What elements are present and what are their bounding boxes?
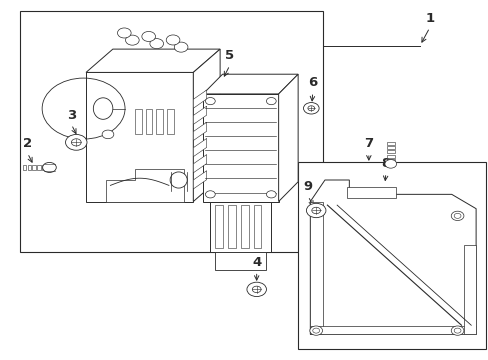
Circle shape	[252, 286, 261, 293]
Text: 6: 6	[307, 76, 317, 89]
Bar	[463, 244, 475, 334]
Polygon shape	[310, 180, 475, 334]
Text: 2: 2	[23, 137, 32, 150]
Circle shape	[384, 159, 396, 168]
Bar	[386, 141, 394, 145]
Polygon shape	[193, 171, 206, 189]
Circle shape	[246, 282, 266, 297]
Polygon shape	[193, 106, 206, 125]
Bar	[32, 165, 36, 170]
Bar	[241, 205, 248, 248]
Circle shape	[125, 35, 139, 45]
Circle shape	[312, 206, 319, 211]
Circle shape	[150, 39, 163, 49]
Polygon shape	[193, 154, 206, 173]
Bar	[386, 154, 394, 158]
Text: 5: 5	[225, 49, 234, 62]
Circle shape	[266, 191, 276, 198]
Bar	[203, 94, 278, 202]
Circle shape	[42, 162, 56, 172]
Circle shape	[309, 326, 322, 335]
Text: 3: 3	[67, 109, 76, 122]
Circle shape	[166, 35, 180, 45]
Circle shape	[71, 139, 81, 146]
Circle shape	[266, 98, 276, 105]
Ellipse shape	[170, 172, 187, 188]
Polygon shape	[193, 90, 206, 108]
Bar	[310, 202, 322, 334]
Circle shape	[142, 31, 155, 41]
Bar	[386, 146, 394, 149]
Polygon shape	[105, 169, 183, 202]
Text: 9: 9	[303, 180, 312, 193]
Text: 1: 1	[425, 12, 433, 25]
Bar	[298, 162, 485, 348]
Circle shape	[174, 42, 187, 52]
Polygon shape	[86, 49, 220, 72]
Bar	[253, 205, 261, 248]
Polygon shape	[203, 74, 298, 94]
Circle shape	[309, 204, 322, 213]
Circle shape	[450, 211, 463, 221]
Circle shape	[102, 130, 114, 139]
Bar	[210, 202, 271, 252]
Text: 8: 8	[381, 157, 390, 170]
Bar	[346, 187, 395, 198]
Circle shape	[453, 328, 460, 333]
Bar	[166, 109, 173, 134]
Bar	[386, 159, 394, 162]
Circle shape	[311, 207, 320, 214]
Circle shape	[303, 103, 319, 114]
Circle shape	[306, 203, 325, 218]
Circle shape	[205, 191, 215, 198]
Circle shape	[65, 134, 87, 150]
Bar	[215, 252, 266, 270]
Bar	[386, 150, 394, 153]
Bar	[86, 72, 193, 202]
Bar	[310, 326, 475, 334]
Bar	[215, 205, 223, 248]
Text: 4: 4	[251, 256, 261, 269]
Circle shape	[450, 326, 463, 335]
Bar	[22, 165, 26, 170]
Circle shape	[117, 28, 131, 38]
Bar	[42, 165, 45, 170]
Bar	[27, 165, 31, 170]
Bar	[20, 12, 322, 252]
Polygon shape	[278, 74, 298, 202]
Circle shape	[205, 98, 215, 105]
Circle shape	[307, 106, 314, 111]
Polygon shape	[193, 49, 220, 202]
Circle shape	[312, 328, 319, 333]
Text: 7: 7	[364, 137, 373, 150]
Bar	[227, 205, 235, 248]
Ellipse shape	[93, 98, 113, 119]
Bar	[156, 109, 163, 134]
Polygon shape	[193, 122, 206, 140]
Bar	[145, 109, 152, 134]
Polygon shape	[193, 138, 206, 157]
Bar	[135, 109, 142, 134]
Bar	[37, 165, 41, 170]
Circle shape	[453, 213, 460, 219]
